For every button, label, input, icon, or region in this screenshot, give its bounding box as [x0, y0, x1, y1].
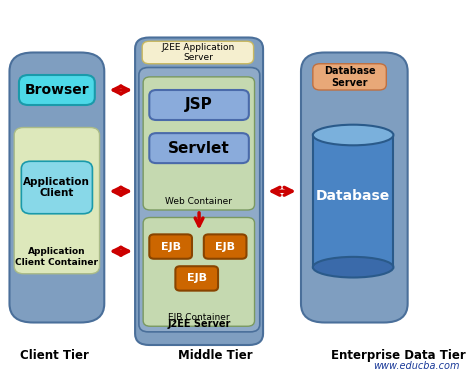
Text: Application
Client: Application Client [23, 177, 91, 198]
FancyBboxPatch shape [149, 90, 249, 120]
FancyBboxPatch shape [313, 64, 386, 90]
Text: Middle Tier: Middle Tier [178, 349, 253, 362]
FancyBboxPatch shape [301, 53, 408, 322]
FancyBboxPatch shape [175, 266, 218, 291]
Text: Web Container: Web Container [165, 197, 232, 206]
Text: Browser: Browser [25, 83, 89, 97]
FancyBboxPatch shape [204, 234, 246, 259]
FancyBboxPatch shape [135, 38, 263, 345]
Ellipse shape [313, 257, 393, 278]
Ellipse shape [313, 124, 393, 146]
Text: Application
Client Container: Application Client Container [15, 247, 99, 267]
Text: Database
Server: Database Server [324, 66, 375, 88]
FancyBboxPatch shape [9, 53, 104, 322]
Text: J2EE Server: J2EE Server [168, 319, 231, 328]
FancyBboxPatch shape [149, 133, 249, 163]
FancyBboxPatch shape [142, 41, 254, 64]
Text: J2EE Application
Server: J2EE Application Server [161, 43, 235, 62]
FancyBboxPatch shape [143, 77, 255, 210]
FancyBboxPatch shape [139, 68, 260, 332]
Text: EJB: EJB [215, 242, 235, 252]
FancyBboxPatch shape [19, 75, 95, 105]
Polygon shape [313, 135, 393, 267]
FancyBboxPatch shape [14, 128, 100, 274]
Text: Servlet: Servlet [168, 141, 230, 156]
Text: www.educba.com: www.educba.com [374, 361, 460, 371]
Text: Database: Database [316, 189, 390, 203]
FancyBboxPatch shape [143, 217, 255, 326]
Text: Client Tier: Client Tier [20, 349, 89, 362]
Text: EJB: EJB [187, 273, 207, 284]
FancyBboxPatch shape [21, 161, 92, 214]
Text: EJB: EJB [161, 242, 181, 252]
Text: EJB Container: EJB Container [168, 314, 230, 322]
Text: Enterprise Data Tier: Enterprise Data Tier [331, 349, 465, 362]
Text: JSP: JSP [185, 98, 213, 112]
FancyBboxPatch shape [149, 234, 192, 259]
